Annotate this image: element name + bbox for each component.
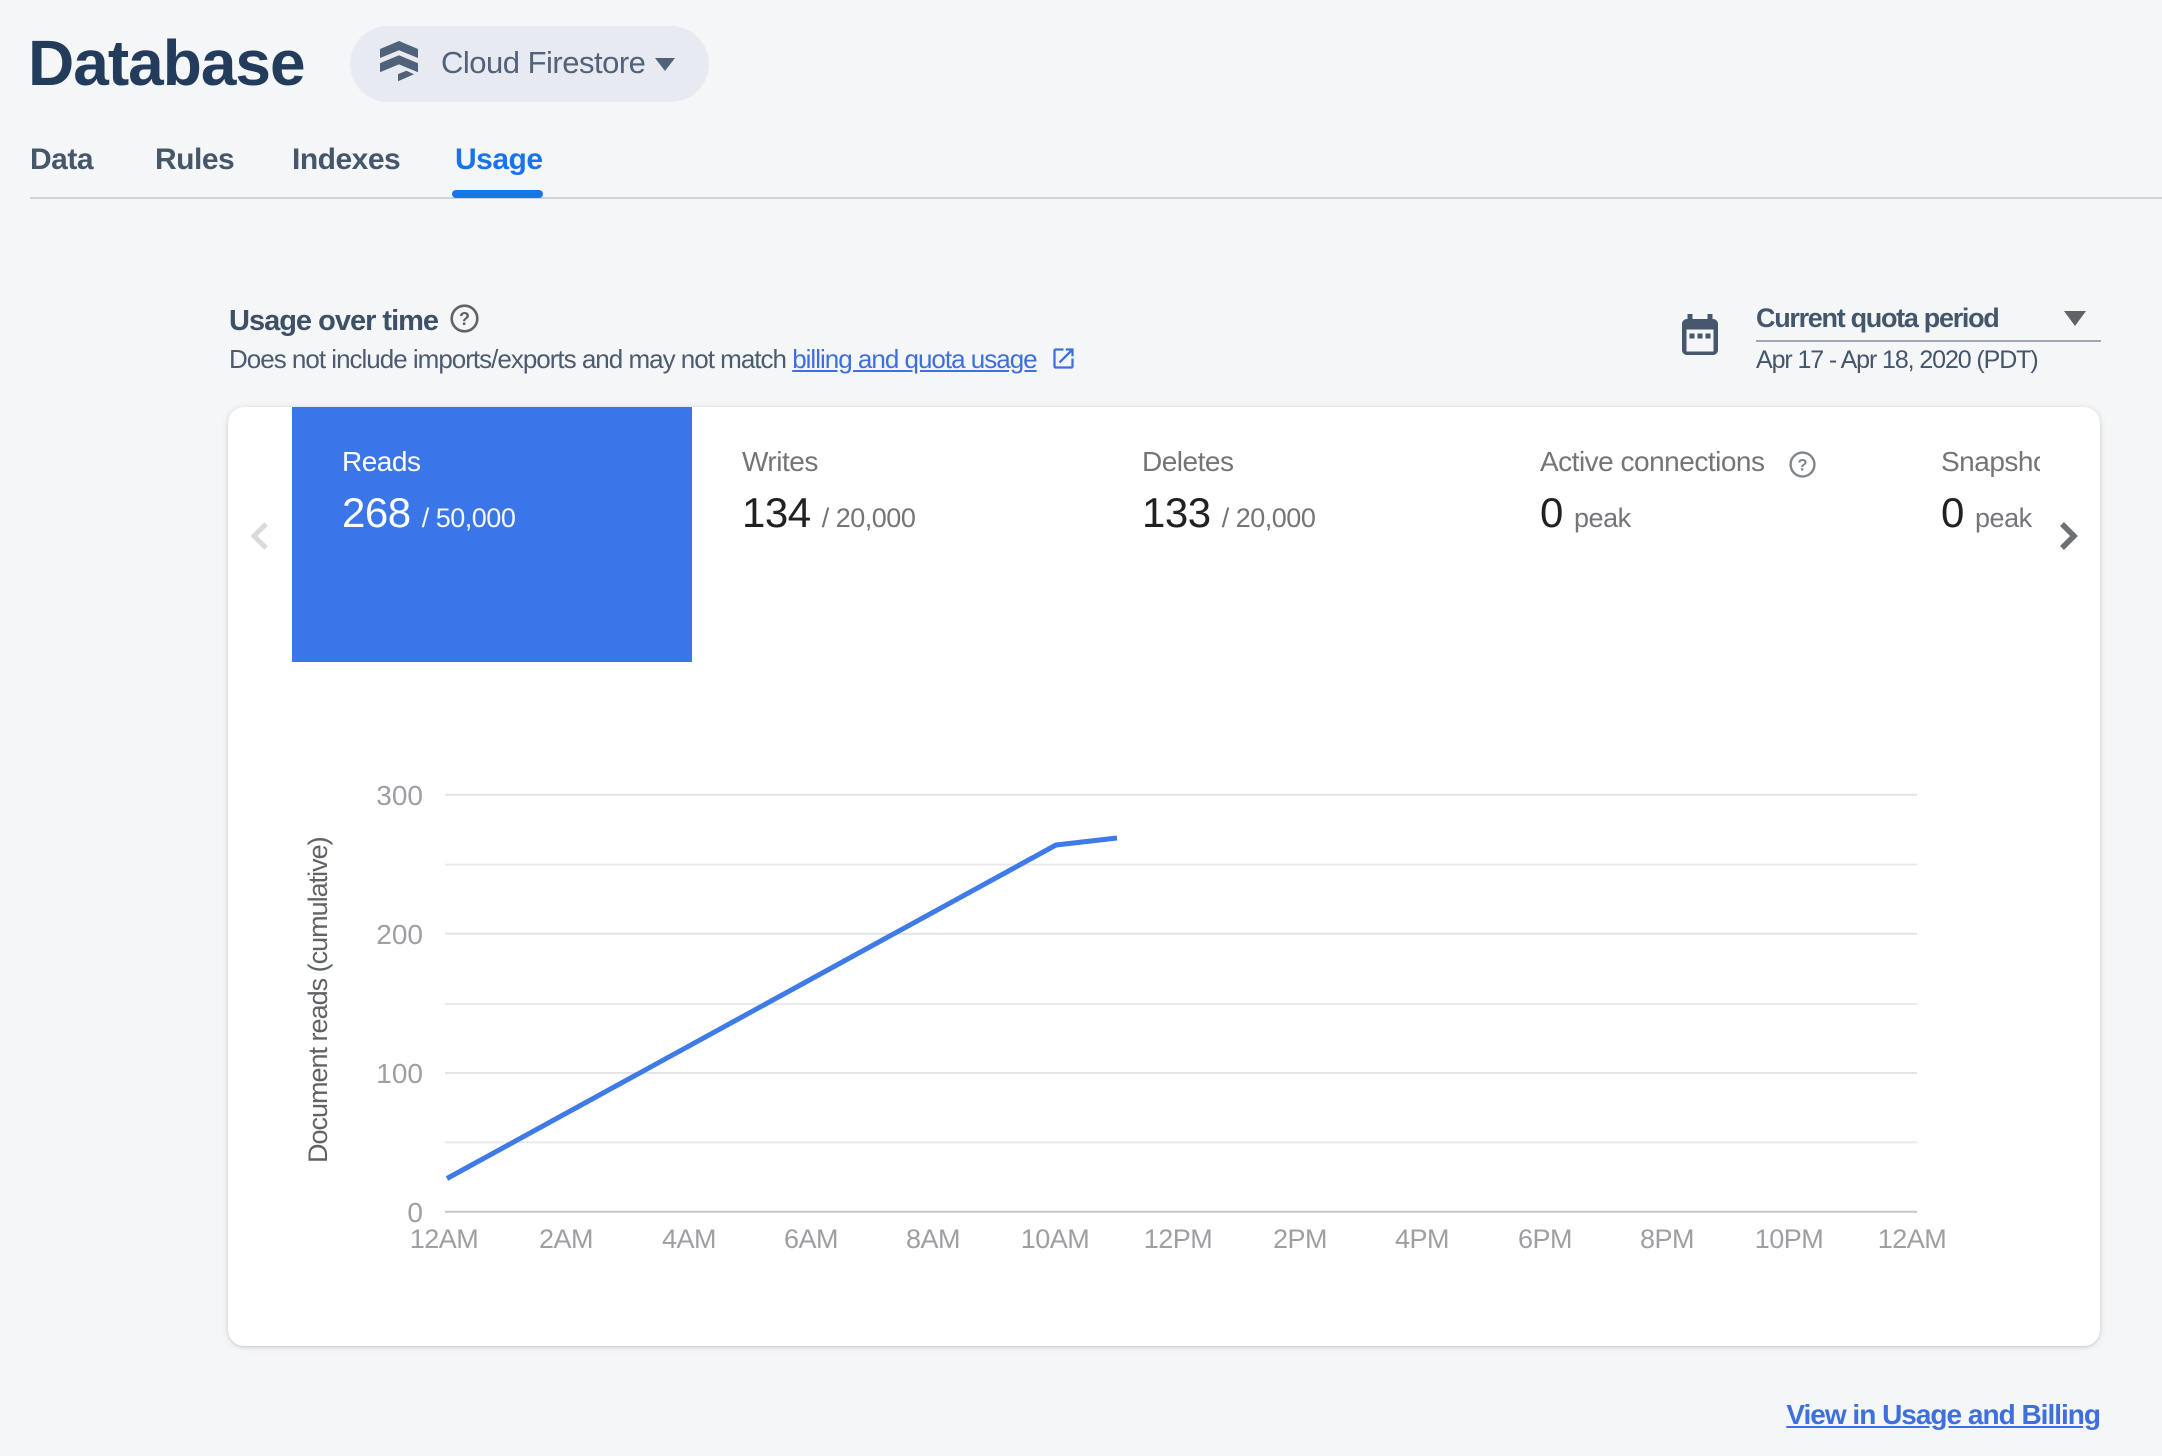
- svg-text:?: ?: [459, 309, 470, 329]
- svg-text:?: ?: [1797, 456, 1807, 475]
